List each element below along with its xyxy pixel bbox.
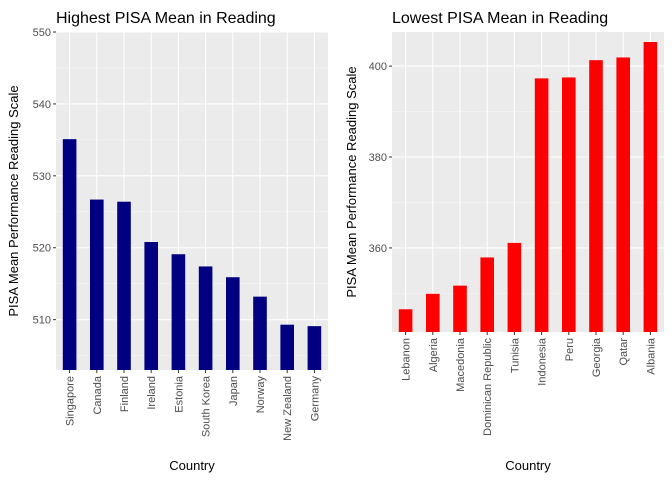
y-tick-label: 550 [33,27,51,39]
bar-canada [90,199,104,370]
y-tick-label: 400 [369,61,387,73]
bar-qatar [616,57,630,333]
x-tick-label: Peru [564,338,576,361]
bar-lebanon [398,309,413,332]
x-tick-label: Lebanon [401,338,413,381]
bar-tunisia [507,242,522,332]
bar-peru [562,77,576,332]
x-tick-label: Singapore [65,376,77,426]
x-tick-label: Georgia [591,337,603,377]
bar-indonesia [534,78,549,332]
y-axis-title: PISA Mean Performance Reading Scale [6,85,21,316]
bars [398,42,658,333]
x-tick-label: Qatar [618,338,630,366]
chart-title: Lowest PISA Mean in Reading [392,10,608,27]
bar-ireland [144,241,158,370]
y-tick-label: 520 [33,243,51,255]
x-tick-label: Finland [119,376,131,412]
y-axis-title: PISA Mean Performance Reading Scale [344,66,359,297]
bar-algeria [426,293,440,332]
y-tick-label: 510 [33,315,51,327]
bar-albania [643,42,658,332]
chart-highest-reading: Highest PISA Mean in Reading 510 520 530 54… [6,10,328,473]
y-tick-labels: 510 520 530 540 550 [33,27,56,327]
x-tick-labels: Singapore Canada Finland Ireland Estonia Sout… [65,370,321,441]
y-tick-label: 360 [369,243,387,255]
bar-dominican-republic [480,257,494,332]
bar-new-zealand [280,324,294,370]
y-tick-label: 540 [33,99,51,111]
x-tick-label: Estonia [173,375,185,413]
bar-south-korea [198,266,213,370]
x-tick-label: South Korea [201,375,213,437]
x-tick-label: Canada [92,375,104,414]
bar-estonia [171,254,186,370]
x-tick-label: New Zealand [282,376,294,441]
bar-singapore [62,139,77,370]
x-tick-labels: Lebanon Algeria Macedonia Dominican Republi… [401,332,657,436]
bars [62,139,322,370]
bar-georgia [589,60,603,332]
x-axis-title: Country [169,458,215,473]
x-tick-label: Ireland [146,376,158,410]
bar-finland [117,201,131,370]
y-tick-labels: 360 380 400 [369,61,392,255]
x-axis-title: Country [505,458,551,473]
x-tick-label: Tunisia [509,337,521,373]
bar-japan [226,277,240,370]
chart-title: Highest PISA Mean in Reading [56,10,276,27]
bar-macedonia [453,285,467,332]
x-tick-label: Japan [228,376,240,406]
y-tick-label: 380 [369,152,387,164]
x-tick-label: Germany [309,376,321,422]
x-tick-label: Dominican Republic [482,338,494,436]
chart-lowest-reading: Lowest PISA Mean in Reading 360 380 400 Le… [344,10,664,473]
x-tick-label: Algeria [428,337,440,372]
x-tick-label: Macedonia [455,337,467,392]
bar-norway [253,296,267,370]
x-tick-label: Indonesia [537,337,549,386]
y-tick-label: 530 [33,171,51,183]
bar-germany [307,326,322,370]
x-tick-label: Albania [645,337,657,375]
x-tick-label: Norway [255,376,267,414]
